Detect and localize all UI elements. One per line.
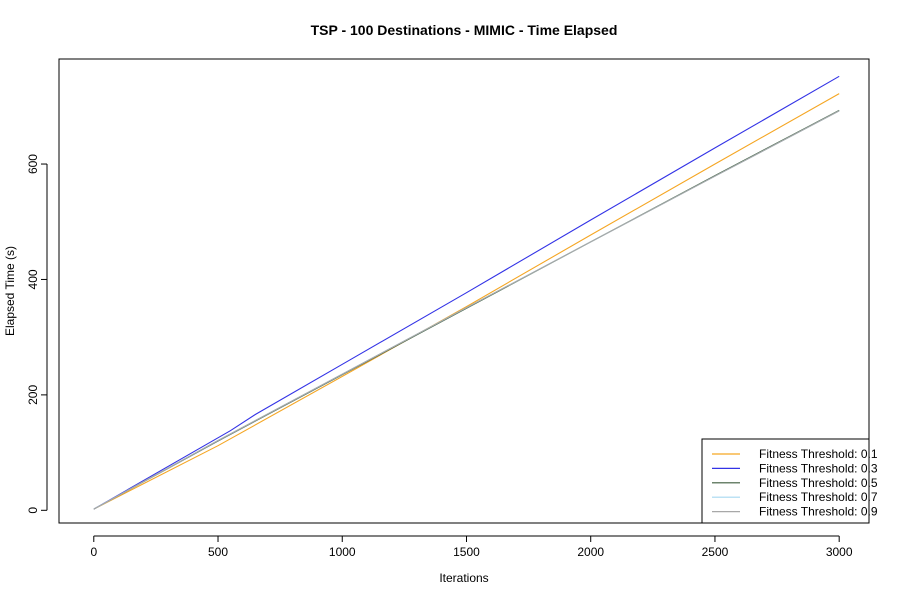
series-line-0 <box>93 93 840 510</box>
legend-label: Fitness Threshold: 0.3 <box>759 461 878 475</box>
y-tick-label: 200 <box>26 385 40 405</box>
x-tick-label: 1000 <box>329 545 356 559</box>
y-axis-label: Elapsed Time (s) <box>3 246 17 336</box>
x-tick-label: 2500 <box>702 545 729 559</box>
x-tick-label: 3000 <box>826 545 853 559</box>
legend-label: Fitness Threshold: 0.7 <box>759 490 878 504</box>
legend-label: Fitness Threshold: 0.1 <box>759 447 878 461</box>
x-axis-label: Iterations <box>439 571 488 585</box>
x-tick-label: 2000 <box>577 545 604 559</box>
chart-title: TSP - 100 Destinations - MIMIC - Time El… <box>311 22 618 38</box>
y-tick-label: 600 <box>26 154 40 174</box>
series-lines <box>93 75 840 510</box>
y-tick-label: 0 <box>26 507 40 514</box>
x-tick-label: 1500 <box>453 545 480 559</box>
y-tick-label: 400 <box>26 269 40 289</box>
plot-frame <box>58 58 870 524</box>
legend-label: Fitness Threshold: 0.5 <box>759 476 878 490</box>
legend-label: Fitness Threshold: 0.9 <box>759 505 878 519</box>
x-tick-label: 500 <box>208 545 228 559</box>
x-axis: 0 500 1000 1500 2000 2500 3000 <box>90 535 853 559</box>
y-axis: 0 200 400 600 <box>26 154 48 514</box>
series-line-4 <box>93 110 840 510</box>
x-tick-label: 0 <box>90 545 97 559</box>
legend-box <box>701 438 870 524</box>
series-line-1 <box>93 75 840 510</box>
